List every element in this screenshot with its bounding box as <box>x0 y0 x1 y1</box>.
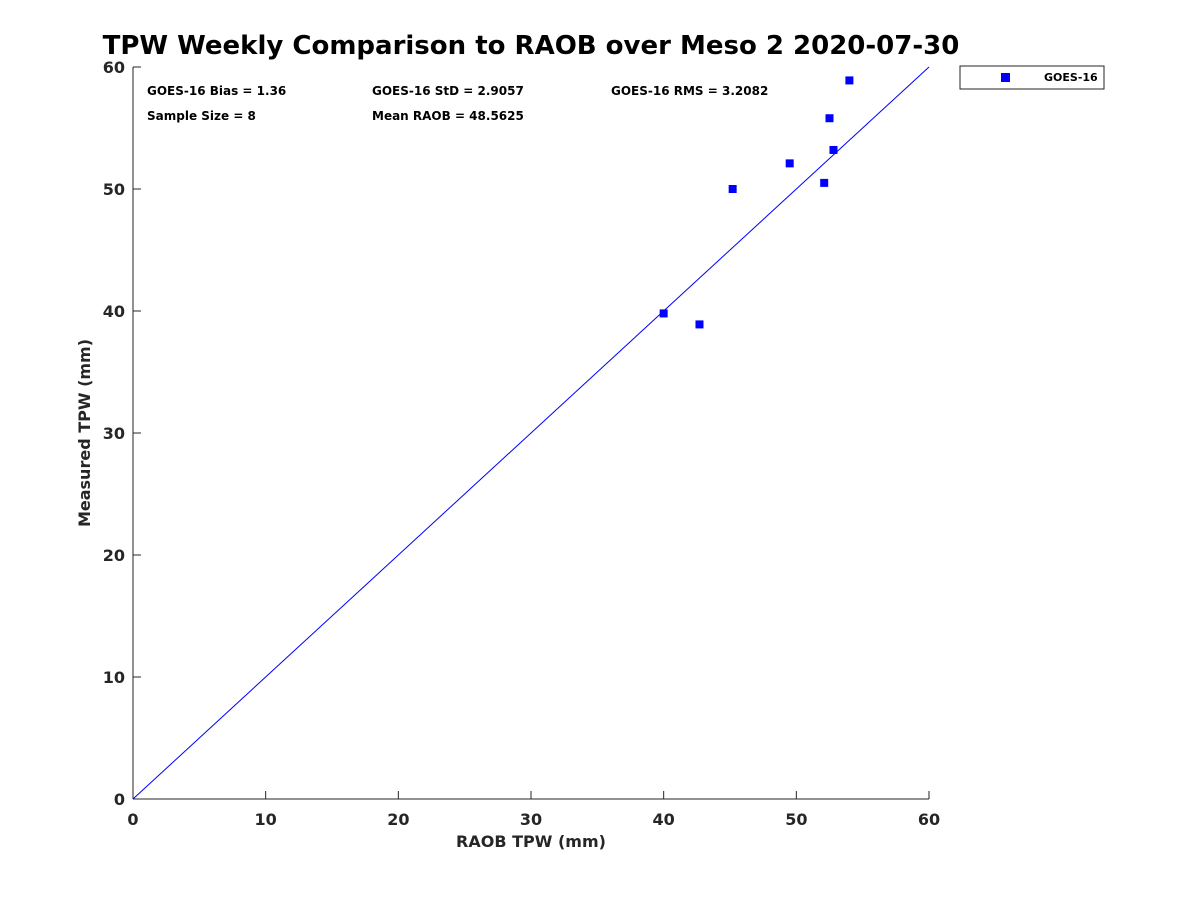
x-axis-label: RAOB TPW (mm) <box>456 832 606 851</box>
data-point <box>785 159 794 168</box>
one-to-one-reference-line <box>132 66 930 800</box>
x-tick-label: 60 <box>918 810 940 829</box>
y-tick-label: 10 <box>103 668 125 687</box>
sample-size-annotation: Sample Size = 8 <box>147 109 256 123</box>
x-tick-label: 20 <box>387 810 409 829</box>
data-point <box>829 145 838 154</box>
data-point <box>825 114 834 123</box>
y-tick-label: 50 <box>103 180 125 199</box>
y-ticks: 0 10 20 30 40 50 60 <box>103 58 141 809</box>
x-tick-label: 50 <box>785 810 807 829</box>
y-tick-label: 0 <box>114 790 125 809</box>
y-axis-label: Measured TPW (mm) <box>75 339 94 527</box>
data-point <box>695 320 704 329</box>
x-tick-label: 10 <box>255 810 277 829</box>
data-point <box>845 76 854 85</box>
x-tick-label: 0 <box>127 810 138 829</box>
legend-label: GOES-16 <box>1044 71 1098 84</box>
bias-annotation: GOES-16 Bias = 1.36 <box>147 84 286 98</box>
chart-title: TPW Weekly Comparison to RAOB over Meso … <box>103 31 960 61</box>
x-ticks: 0 10 20 30 40 50 60 <box>127 791 940 829</box>
legend-box <box>959 65 1105 90</box>
rms-annotation: GOES-16 RMS = 3.2082 <box>611 84 768 98</box>
y-tick-label: 60 <box>103 58 125 77</box>
y-tick-label: 20 <box>103 546 125 565</box>
y-tick-label: 40 <box>103 302 125 321</box>
legend: GOES-16 <box>959 65 1105 90</box>
legend-marker-square <box>1001 73 1010 82</box>
data-point <box>728 185 737 193</box>
stats-annotations: GOES-16 Bias = 1.36 GOES-16 StD = 2.9057… <box>147 84 768 123</box>
x-tick-label: 30 <box>520 810 542 829</box>
std-annotation: GOES-16 StD = 2.9057 <box>372 84 524 98</box>
mean-raob-annotation: Mean RAOB = 48.5625 <box>372 109 524 123</box>
x-tick-label: 40 <box>653 810 675 829</box>
data-point <box>659 309 668 318</box>
data-point <box>820 178 829 187</box>
y-tick-label: 30 <box>103 424 125 443</box>
data-points <box>659 76 854 329</box>
